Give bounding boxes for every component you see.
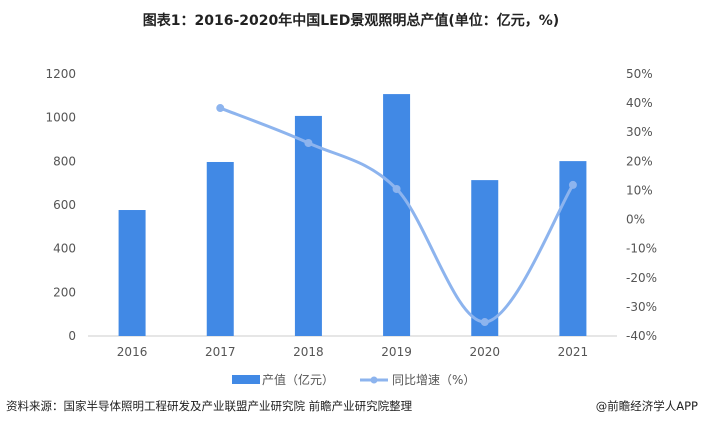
right-tick-label: 40% — [626, 96, 653, 110]
left-tick-label: 1200 — [45, 67, 76, 81]
x-tick-label: 2016 — [117, 345, 148, 359]
growth-point — [216, 104, 225, 113]
bar — [559, 161, 587, 336]
credit: @前瞻经济学人APP — [595, 399, 698, 413]
growth-point — [304, 138, 313, 147]
left-tick-label: 400 — [53, 242, 76, 256]
x-tick-label: 2017 — [205, 345, 236, 359]
x-tick-label: 2019 — [381, 345, 412, 359]
left-tick-label: 600 — [53, 198, 76, 212]
bar — [206, 161, 234, 336]
bar — [294, 115, 322, 336]
legend-bar-swatch — [232, 375, 260, 384]
left-tick-label: 1000 — [45, 111, 76, 125]
source-note: 资料来源：国家半导体照明工程研发及产业联盟产业研究院 前瞻产业研究院整理 — [6, 399, 413, 413]
right-tick-label: 30% — [626, 125, 653, 139]
legend-line-label: 同比增速（%） — [392, 373, 475, 387]
right-tick-label: -10% — [626, 242, 657, 256]
growth-point — [392, 184, 401, 193]
chart-title: 图表1：2016-2020年中国LED景观照明总产值(单位：亿元，%) — [142, 13, 560, 29]
right-tick-label: 10% — [626, 183, 653, 197]
x-tick-label: 2018 — [293, 345, 324, 359]
left-tick-label: 0 — [68, 329, 76, 343]
growth-point — [480, 318, 489, 327]
bar — [383, 94, 411, 336]
legend-line-marker — [370, 376, 378, 384]
growth-line — [219, 106, 575, 324]
x-tick-label: 2020 — [469, 345, 500, 359]
x-tick-label: 2021 — [558, 345, 589, 359]
right-tick-label: -20% — [626, 271, 657, 285]
right-tick-label: -30% — [626, 300, 657, 314]
left-tick-label: 200 — [53, 285, 76, 299]
growth-point — [568, 180, 577, 189]
right-tick-label: 0% — [626, 213, 645, 227]
bar — [471, 180, 499, 336]
right-tick-label: -40% — [626, 329, 657, 343]
right-tick-label: 50% — [626, 67, 653, 81]
right-tick-label: 20% — [626, 154, 653, 168]
bar — [118, 210, 146, 336]
left-tick-label: 800 — [53, 154, 76, 168]
legend-bar-label: 产值（亿元） — [262, 372, 334, 387]
